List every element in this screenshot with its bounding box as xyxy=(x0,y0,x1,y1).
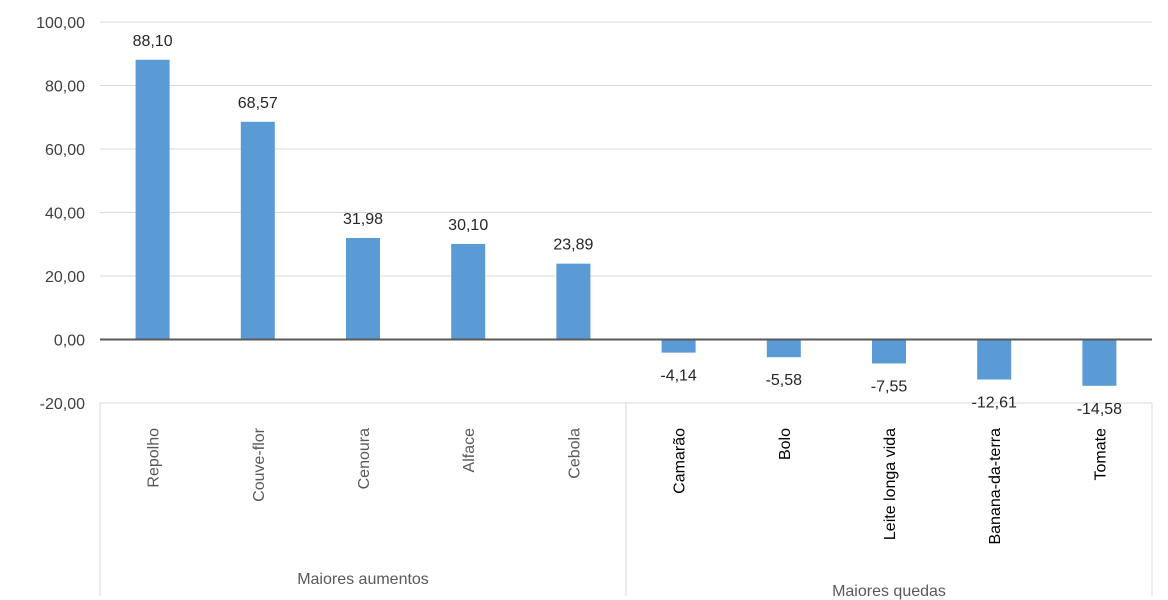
data-label: 88,10 xyxy=(133,33,173,50)
y-tick-label: 80,00 xyxy=(45,79,85,96)
data-label: 31,98 xyxy=(343,211,383,228)
category-label: Leite longa vida xyxy=(882,428,899,540)
category-label: Camarão xyxy=(672,428,689,494)
y-tick-label: 100,00 xyxy=(36,15,85,32)
bar xyxy=(766,339,801,358)
category-label: Cebola xyxy=(566,428,583,479)
bar xyxy=(977,339,1012,380)
category-label: Couve-flor xyxy=(251,427,268,501)
category-label: Cenoura xyxy=(356,428,373,489)
bars xyxy=(135,59,1117,386)
y-tick-label: 60,00 xyxy=(45,142,85,159)
bar xyxy=(240,121,275,340)
data-label: -4,14 xyxy=(660,368,697,385)
data-label: 68,57 xyxy=(238,95,278,112)
y-tick-label: 0,00 xyxy=(54,333,85,350)
bar xyxy=(1082,339,1117,386)
group-label: Maiores quedas xyxy=(832,583,946,600)
category-label: Repolho xyxy=(146,428,163,488)
y-tick-label: -20,00 xyxy=(40,396,85,413)
bar xyxy=(872,339,906,364)
bar xyxy=(451,243,486,340)
category-axis: Maiores aumentos Repolho Couve-flor Cenoura… xyxy=(99,403,1153,600)
data-label: -14,58 xyxy=(1077,401,1122,418)
category-label: Alface xyxy=(461,428,478,473)
group-label: Maiores aumentos xyxy=(297,571,429,588)
data-label: 23,89 xyxy=(553,237,593,254)
category-label: Banana-da-terra xyxy=(987,428,1004,545)
data-label: 30,10 xyxy=(448,217,488,234)
y-tick-label: 20,00 xyxy=(45,269,85,286)
data-label: -5,58 xyxy=(766,372,803,389)
category-label: Bolo xyxy=(777,428,794,460)
y-tick-label: 40,00 xyxy=(45,206,85,223)
bar xyxy=(346,237,380,340)
bar xyxy=(556,263,591,340)
data-labels: 88,10 68,57 31,98 30,10 23,89 -4,14 -5,58 -7,55… xyxy=(133,33,1123,418)
data-label: -12,61 xyxy=(972,395,1017,412)
bar xyxy=(135,59,170,340)
y-axis-tick-labels: 100,00 80,00 60,00 40,00 20,00 0,00 -20,00 xyxy=(36,15,85,413)
data-label: -7,55 xyxy=(871,378,908,395)
category-label: Tomate xyxy=(1092,428,1109,481)
bar xyxy=(661,339,696,353)
